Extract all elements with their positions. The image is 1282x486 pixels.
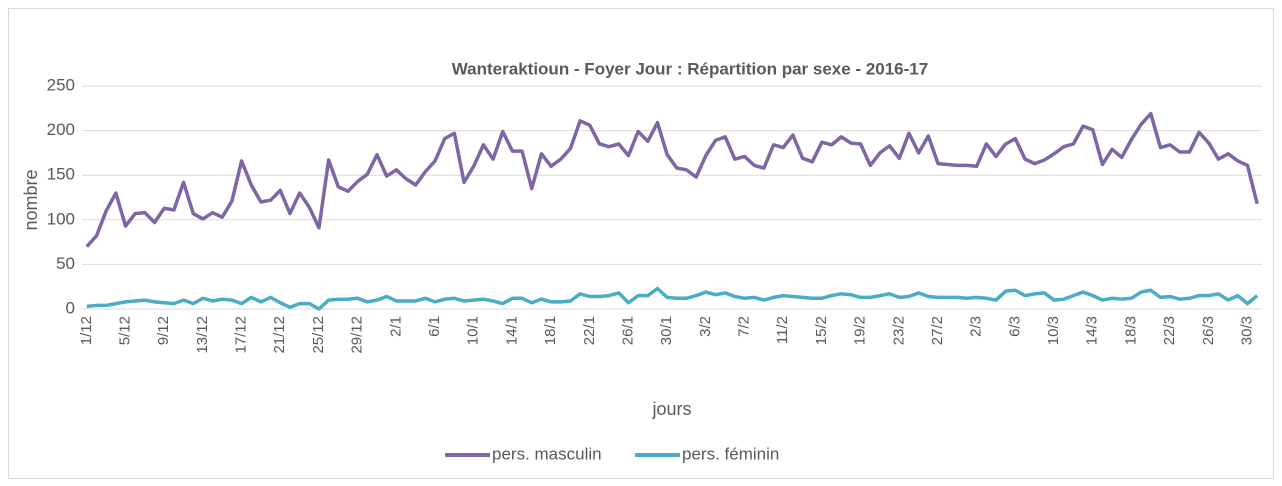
x-tick-label: 23/2	[890, 316, 907, 345]
x-tick-label: 5/12	[116, 316, 133, 345]
y-tick-label: 100	[47, 209, 75, 228]
x-tick-label: 18/1	[542, 316, 559, 345]
series-line	[85, 111, 1259, 248]
series-line	[86, 286, 1259, 311]
x-tick-label: 22/1	[581, 316, 598, 345]
chart-title: Wanteraktioun - Foyer Jour : Répartition…	[452, 59, 928, 78]
x-tick-label: 19/2	[852, 316, 869, 345]
x-tick-label: 21/12	[271, 316, 288, 354]
x-tick-label: 7/2	[736, 316, 753, 337]
x-tick-label: 6/3	[1006, 316, 1023, 337]
x-tick-label: 10/3	[1045, 316, 1062, 345]
x-tick-label: 1/12	[78, 316, 95, 345]
x-tick-label: 2/1	[387, 316, 404, 337]
x-tick-label: 26/1	[619, 316, 636, 345]
x-axis-label: jours	[651, 399, 691, 419]
x-tick-label: 27/2	[929, 316, 946, 345]
x-tick-label: 17/12	[233, 316, 250, 354]
legend-label: pers. masculin	[492, 444, 602, 463]
x-tick-label: 15/2	[813, 316, 830, 345]
x-tick-label: 29/12	[349, 316, 366, 354]
x-tick-label: 2/3	[968, 316, 985, 337]
y-tick-label: 150	[47, 165, 75, 184]
x-tick-label: 26/3	[1200, 316, 1217, 345]
y-tick-label: 200	[47, 120, 75, 139]
x-tick-label: 30/3	[1238, 316, 1255, 345]
legend-label: pers. féminin	[682, 444, 779, 463]
chart-border	[8, 8, 1274, 479]
x-tick-label: 9/12	[155, 316, 172, 345]
x-tick-label: 22/3	[1161, 316, 1178, 345]
y-tick-label: 250	[47, 75, 75, 94]
x-tick-label: 10/1	[465, 316, 482, 345]
x-tick-label: 6/1	[426, 316, 443, 337]
x-tick-label: 30/1	[658, 316, 675, 345]
x-tick-label: 18/3	[1122, 316, 1139, 345]
x-tick-label: 11/2	[774, 316, 791, 344]
x-tick-label: 3/2	[697, 316, 714, 337]
x-tick-label: 14/3	[1084, 316, 1101, 345]
x-tick-label: 13/12	[194, 316, 211, 354]
y-axis-label: nombre	[21, 169, 41, 230]
x-tick-label: 14/1	[503, 316, 520, 345]
x-tick-label: 25/12	[310, 316, 327, 354]
y-tick-label: 50	[56, 254, 75, 273]
y-tick-label: 0	[66, 298, 75, 317]
